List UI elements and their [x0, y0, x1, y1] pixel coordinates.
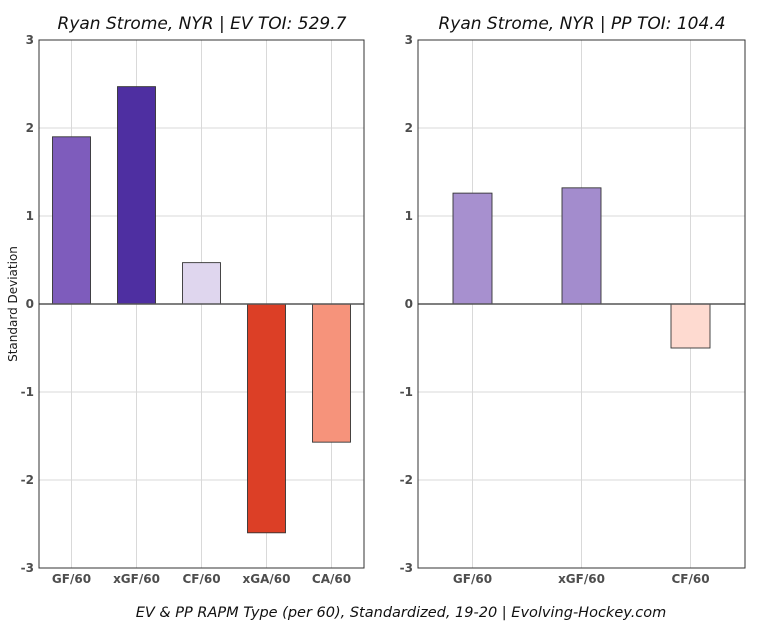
- x-tick-label: CF/60: [182, 572, 220, 586]
- x-tick-label: GF/60: [52, 572, 91, 586]
- y-tick-label: -2: [21, 473, 34, 487]
- x-tick-label: xGF/60: [558, 572, 605, 586]
- y-tick-label: 1: [26, 209, 34, 223]
- x-tick-label: xGA/60: [243, 572, 291, 586]
- y-tick-label: -2: [400, 473, 413, 487]
- bar-cf-per-60: [670, 303, 711, 349]
- bar-ca-per-60: [312, 303, 351, 443]
- chart-caption: EV & PP RAPM Type (per 60), Standardized…: [136, 605, 667, 621]
- bar-xga-per-60: [247, 303, 286, 534]
- pp-panel: Ryan Strome, NYR | PP TOI: 104.4 -3 -2 -1 0 1…: [400, 14, 746, 586]
- bar-xgf-per-60: [561, 187, 602, 305]
- x-tick-label: GF/60: [453, 572, 492, 586]
- x-tick-label: CA/60: [312, 572, 351, 586]
- panel-title: Ryan Strome, NYR | PP TOI: 104.4: [438, 14, 725, 34]
- y-tick-label: 2: [26, 121, 34, 135]
- y-tick-label: 0: [405, 297, 413, 311]
- y-tick-label: 3: [405, 33, 413, 47]
- y-tick-label: 1: [405, 209, 413, 223]
- ev-panel: Ryan Strome, NYR | EV TOI: 529.7 -3 -2 -1 0 1…: [6, 14, 365, 586]
- x-tick-label: xGF/60: [113, 572, 160, 586]
- plot-frame: [417, 39, 746, 569]
- bar-cf-per-60: [182, 262, 221, 305]
- x-tick-label: CF/60: [671, 572, 709, 586]
- bar-xgf-per-60: [117, 86, 156, 305]
- y-tick-label: -1: [21, 385, 34, 399]
- y-tick-label: -3: [21, 561, 34, 575]
- y-tick-label: -3: [400, 561, 413, 575]
- bar-gf-per-60: [452, 192, 493, 305]
- y-tick-label: -1: [400, 385, 413, 399]
- panel-title: Ryan Strome, NYR | EV TOI: 529.7: [58, 14, 347, 34]
- plot-frame: [38, 39, 365, 569]
- y-tick-label: 3: [26, 33, 34, 47]
- bar-gf-per-60: [52, 136, 91, 305]
- y-tick-label: 2: [405, 121, 413, 135]
- y-axis-title: Standard Deviation: [6, 246, 20, 362]
- y-tick-label: 0: [26, 297, 34, 311]
